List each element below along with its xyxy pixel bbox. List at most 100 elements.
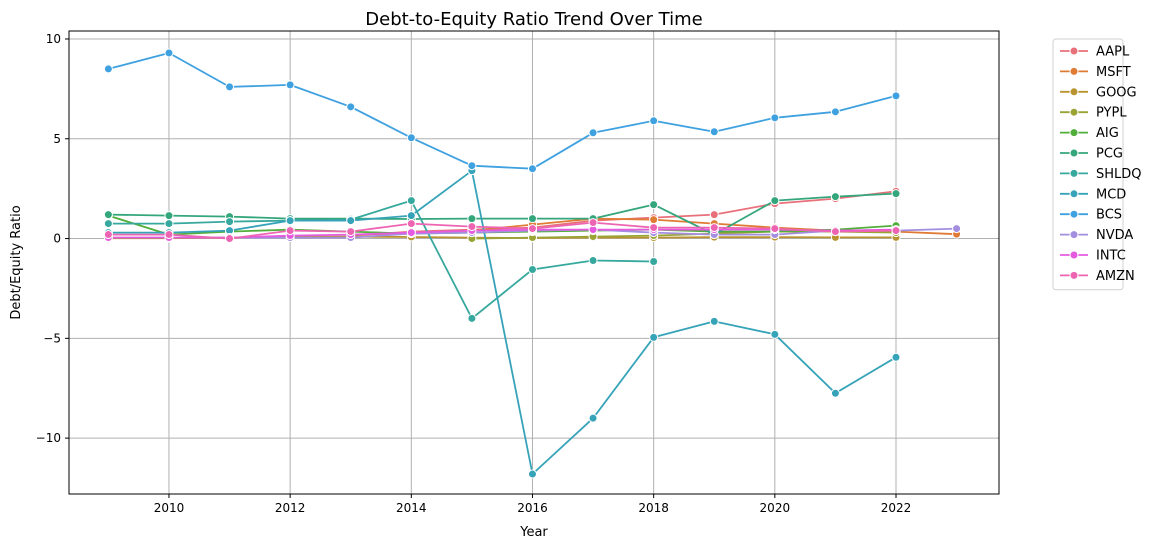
legend-item: INTC	[1060, 249, 1126, 264]
data-point	[467, 161, 477, 171]
series-bcs	[103, 48, 901, 174]
legend-marker	[1069, 270, 1079, 280]
legend-item: AIG	[1060, 126, 1119, 141]
data-point	[527, 224, 537, 234]
data-point	[527, 264, 537, 274]
data-point	[891, 226, 901, 236]
y-tick-label: 0	[53, 232, 61, 246]
legend-item: BCS	[1060, 208, 1122, 223]
legend-label: PYPL	[1096, 106, 1127, 121]
y-tick-label: −5	[43, 331, 61, 345]
data-point	[225, 82, 235, 92]
data-point	[649, 200, 659, 210]
series-line	[108, 199, 654, 320]
series-line	[108, 192, 897, 236]
data-point	[164, 211, 174, 221]
data-point	[830, 388, 840, 398]
x-tick-label: 2018	[638, 501, 669, 515]
x-axis-label: Year	[519, 525, 548, 540]
legend-marker	[1069, 128, 1079, 138]
data-point	[709, 210, 719, 220]
data-point	[527, 214, 537, 224]
data-point	[285, 226, 295, 236]
data-point	[891, 352, 901, 362]
data-point	[467, 222, 477, 232]
x-tick-label: 2010	[154, 501, 185, 515]
y-tick-label: 10	[46, 32, 61, 46]
x-axis-ticks: 2010 2012 2014 2016 2018 2020 2022	[154, 494, 911, 515]
data-point	[649, 332, 659, 342]
data-point	[588, 256, 598, 266]
data-point	[406, 219, 416, 229]
data-point	[649, 215, 659, 225]
data-point	[346, 227, 356, 237]
data-point	[225, 234, 235, 244]
data-point	[164, 48, 174, 58]
series-line	[108, 221, 897, 240]
data-point	[770, 224, 780, 234]
legend-label: MSFT	[1096, 65, 1131, 80]
data-point	[103, 210, 113, 220]
legend-marker	[1069, 148, 1079, 158]
data-point	[830, 192, 840, 202]
series-amzn	[103, 218, 901, 244]
data-point	[164, 219, 174, 229]
chart-title: Debt-to-Equity Ratio Trend Over Time	[365, 9, 702, 30]
legend-marker	[1069, 230, 1079, 240]
legend-label: GOOG	[1096, 85, 1137, 100]
data-point	[103, 230, 113, 240]
legend-marker	[1069, 46, 1079, 56]
data-point	[649, 223, 659, 233]
legend-item: MSFT	[1060, 65, 1131, 80]
data-point	[225, 217, 235, 227]
legend-item: SHLDQ	[1060, 167, 1142, 182]
y-axis-ticks: 10 5 0 −5 −10	[36, 32, 69, 445]
x-tick-label: 2014	[396, 501, 427, 515]
data-point	[164, 230, 174, 240]
data-point	[346, 102, 356, 112]
data-point	[406, 196, 416, 206]
series-line	[108, 52, 897, 170]
data-point	[346, 216, 356, 226]
y-tick-label: 5	[53, 132, 61, 146]
data-point	[952, 224, 962, 234]
legend-item: MCD	[1060, 187, 1126, 202]
plot-frame	[68, 30, 1000, 495]
legend-box	[1052, 38, 1124, 291]
legend-label: SHLDQ	[1096, 167, 1142, 182]
data-point	[588, 218, 598, 228]
series-line	[108, 169, 897, 475]
data-point	[467, 214, 477, 224]
series-mcd	[103, 166, 901, 479]
data-point	[406, 211, 416, 221]
legend-label: BCS	[1096, 208, 1122, 223]
legend-marker	[1069, 107, 1079, 117]
x-tick-label: 2012	[275, 501, 306, 515]
data-point	[770, 113, 780, 123]
data-point	[406, 133, 416, 143]
legend-label: MCD	[1096, 187, 1126, 202]
legend-label: NVDA	[1096, 228, 1133, 243]
data-point	[891, 189, 901, 199]
legend-marker	[1069, 168, 1079, 178]
data-point	[709, 223, 719, 233]
data-point	[588, 413, 598, 423]
legend-item: PCG	[1060, 147, 1123, 162]
data-point	[285, 216, 295, 226]
legend-label: PCG	[1096, 147, 1123, 162]
grid	[69, 31, 999, 494]
x-tick-label: 2020	[760, 501, 791, 515]
legend-marker	[1069, 209, 1079, 219]
legend-item: GOOG	[1060, 85, 1137, 100]
legend-marker	[1069, 87, 1079, 97]
data-point	[467, 313, 477, 323]
data-point	[649, 257, 659, 267]
legend-item: NVDA	[1060, 228, 1133, 243]
legend-marker	[1069, 250, 1079, 260]
data-point	[103, 64, 113, 74]
legend-label: AIG	[1096, 126, 1119, 141]
y-axis-label: Debt/Equity Ratio	[9, 205, 24, 319]
legend-item: AAPL	[1060, 45, 1130, 60]
data-point	[588, 128, 598, 138]
